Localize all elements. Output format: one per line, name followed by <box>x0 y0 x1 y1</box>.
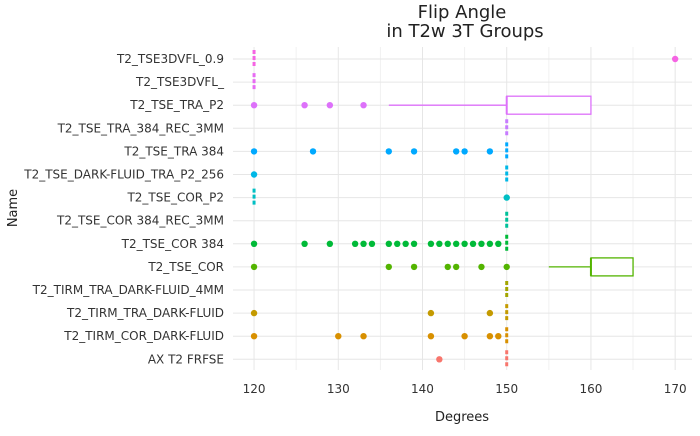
outlier-point <box>427 333 435 340</box>
outlier-point <box>301 102 308 109</box>
chart-title: Flip Angle <box>418 2 507 23</box>
outlier-point <box>495 333 502 340</box>
outlier-point <box>486 309 494 317</box>
outlier-point <box>250 240 258 247</box>
outlier-point <box>360 240 367 247</box>
outlier-point <box>486 333 494 340</box>
box-group <box>436 350 509 369</box>
x-tick-label: 120 <box>243 382 266 396</box>
outlier-point <box>461 148 468 155</box>
y-tick-label: T2_TSE3DVFL_ <box>135 75 225 89</box>
outlier-point <box>335 333 342 340</box>
y-tick-label: T2_TIRM_TRA_DARK-FLUID_4MM <box>32 283 224 297</box>
box-group <box>250 165 509 184</box>
y-tick-label: T2_TSE_COR 384_REC_3MM <box>56 214 224 228</box>
outlier-point <box>309 148 317 155</box>
outlier-point <box>478 263 485 271</box>
x-tick-label: 150 <box>495 382 518 396</box>
outlier-point <box>452 148 460 155</box>
outlier-point <box>444 240 451 247</box>
y-tick-label: T2_TSE_TRA 384 <box>123 144 224 158</box>
outlier-point <box>326 102 334 109</box>
outlier-point <box>385 263 393 271</box>
outlier-point <box>360 102 367 109</box>
axis-layer: 120 130 140 150 160 170 T2_TSE3DVFL_0.9 T2_TSE3… <box>23 52 686 396</box>
x-tick-label: 170 <box>664 382 687 396</box>
x-tick-label: 160 <box>579 382 602 396</box>
outlier-point <box>351 240 359 247</box>
outlier-point <box>444 263 451 271</box>
outlier-point <box>360 333 367 340</box>
box-group <box>250 95 592 115</box>
grid-layer <box>233 47 692 370</box>
outlier-point <box>301 240 308 247</box>
outlier-point <box>385 148 393 155</box>
box-group <box>250 257 634 277</box>
outlier-point <box>503 194 510 201</box>
y-tick-label: T2_TIRM_COR_DARK-FLUID <box>63 329 224 343</box>
box-body <box>590 257 634 277</box>
outlier-point <box>250 333 258 340</box>
outlier-point <box>452 240 460 247</box>
outlier-point <box>410 148 418 155</box>
box-group <box>252 50 679 68</box>
outlier-point <box>486 240 494 247</box>
outlier-point <box>250 148 258 155</box>
outlier-point <box>436 356 443 363</box>
x-tick-label: 130 <box>327 382 350 396</box>
outlier-point <box>461 240 468 247</box>
box-group <box>250 142 509 161</box>
y-tick-label: T2_TIRM_TRA_DARK-FLUID <box>66 306 224 320</box>
outlier-point <box>452 263 460 271</box>
outlier-point <box>250 171 258 178</box>
y-tick-label: T2_TSE_COR 384 <box>121 237 224 251</box>
y-tick-label: T2_TSE_TRA_P2 <box>129 98 224 112</box>
y-tick-label: T2_TSE_DARK-FLUID_TRA_P2_256 <box>23 168 224 182</box>
y-tick-label: T2_TSE_TRA_384_REC_3MM <box>57 121 224 135</box>
outlier-point <box>326 240 334 247</box>
x-tick-label: 140 <box>411 382 434 396</box>
y-tick-label: AX T2 FRFSE <box>148 352 224 366</box>
outlier-point <box>427 309 435 317</box>
outlier-point <box>410 240 418 247</box>
outlier-point <box>250 309 258 317</box>
outlier-point <box>486 148 494 155</box>
box-group <box>250 304 509 323</box>
outlier-point <box>503 263 510 271</box>
marks-layer <box>250 50 679 369</box>
outlier-point <box>385 240 393 247</box>
outlier-point <box>469 240 477 247</box>
box-group <box>252 188 510 207</box>
outlier-point <box>250 102 258 109</box>
outlier-point <box>671 55 679 63</box>
outlier-point <box>368 240 376 247</box>
outlier-point <box>250 263 258 271</box>
box-body <box>506 95 592 115</box>
box-group <box>250 327 509 346</box>
box-group <box>250 234 509 253</box>
y-tick-label: T2_TSE_COR <box>147 260 224 274</box>
y-axis-label: Name <box>6 189 21 227</box>
outlier-point <box>436 240 443 247</box>
outlier-point <box>402 240 409 247</box>
outlier-point <box>394 240 401 247</box>
outlier-point <box>478 240 485 247</box>
y-tick-label: T2_TSE_COR_P2 <box>126 191 224 205</box>
outlier-point <box>495 240 502 247</box>
outlier-point <box>427 240 435 247</box>
x-axis-label: Degrees <box>435 410 489 425</box>
chart-subtitle: in T2w 3T Groups <box>386 21 543 42</box>
outlier-point <box>410 263 418 271</box>
outlier-point <box>461 333 468 340</box>
y-tick-label: T2_TSE3DVFL_0.9 <box>116 52 224 66</box>
